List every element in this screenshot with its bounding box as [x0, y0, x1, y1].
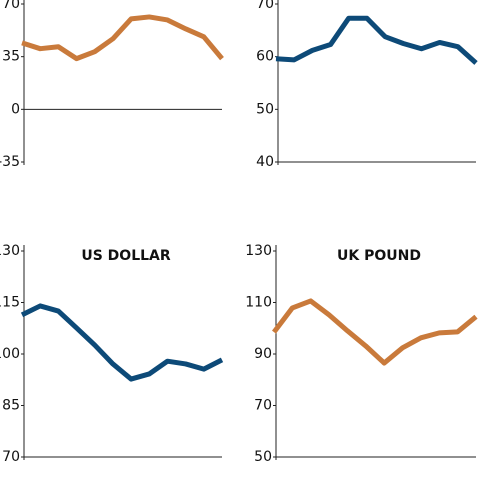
y-tick-label: 130: [0, 243, 20, 259]
chart-title: US DOLLAR: [81, 248, 171, 264]
y-tick-label: 35: [2, 49, 20, 65]
y-tick-label: 70: [256, 0, 274, 12]
y-tick-label: 40: [256, 154, 274, 170]
y-tick-label: 70: [2, 0, 20, 12]
y-tick-label: 60: [256, 49, 274, 65]
y-tick-label: 0: [11, 101, 20, 117]
y-tick-label: 100: [0, 346, 20, 362]
y-tick-label: 50: [256, 101, 274, 117]
y-tick-label: 130: [245, 243, 272, 259]
data-line: [275, 15, 478, 65]
y-tick-label: 115: [0, 295, 20, 311]
y-tick-label: 50: [254, 449, 272, 465]
y-tick-label: 85: [2, 398, 20, 414]
y-tick-label: 90: [254, 346, 272, 362]
y-tick-label: 70: [2, 449, 20, 465]
y-tick-label: 70: [254, 398, 272, 414]
y-tick-label: 110: [245, 295, 272, 311]
data-line: [20, 303, 224, 382]
data-line: [272, 298, 478, 366]
y-tick-label: -35: [0, 154, 20, 170]
data-line: [21, 14, 224, 62]
chart-title: UK POUND: [337, 248, 421, 264]
